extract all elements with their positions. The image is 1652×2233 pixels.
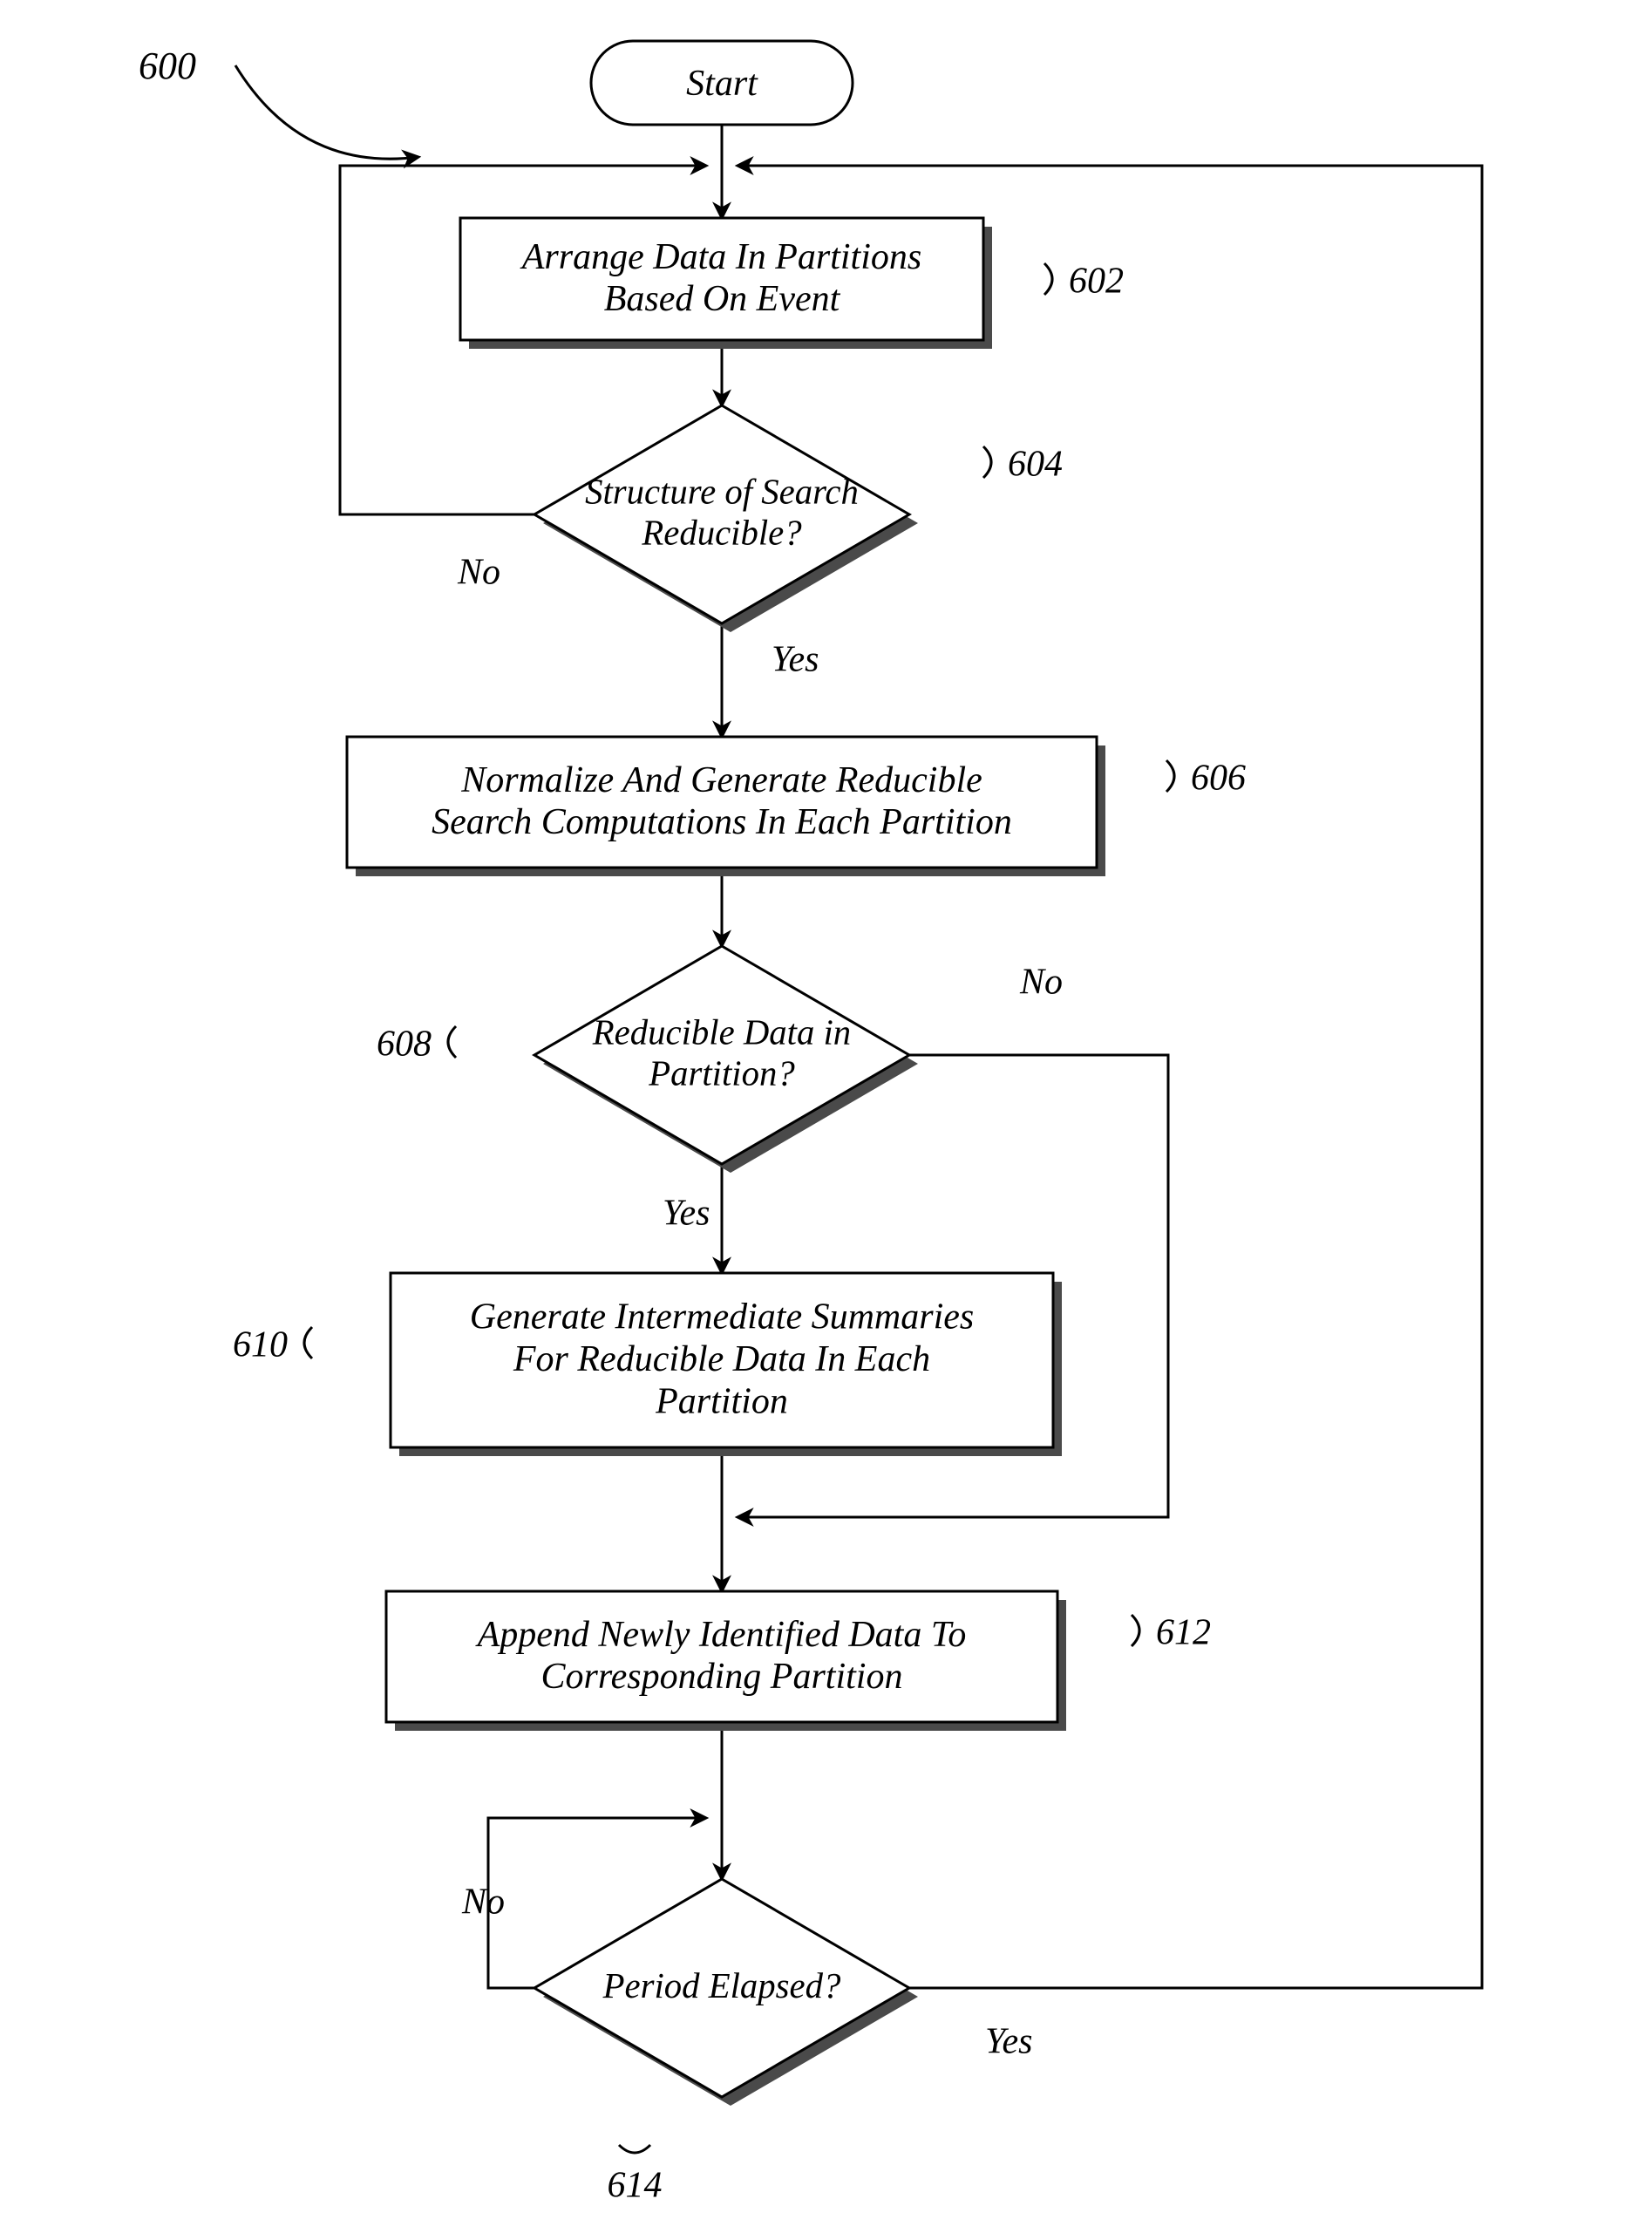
- ref-label: 612: [1132, 1613, 1211, 1653]
- nodes-layer: Start Arrange Data In PartitionsBased On …: [347, 41, 1105, 2106]
- svg-text:608: 608: [377, 1025, 432, 1065]
- node-n610: Generate Intermediate SummariesFor Reduc…: [391, 1273, 1062, 1456]
- edge-label-e3: Yes: [772, 640, 819, 680]
- figure-pointer: [235, 65, 418, 159]
- ref-label: 614: [608, 2145, 663, 2206]
- edge-label-e13: Yes: [985, 2022, 1033, 2062]
- svg-text:606: 606: [1191, 759, 1246, 799]
- svg-text:610: 610: [233, 1325, 288, 1365]
- node-n612: Append Newly Identified Data ToCorrespon…: [386, 1591, 1066, 1731]
- ref-label: 602: [1044, 262, 1124, 302]
- edge-label-e7: No: [1019, 963, 1063, 1003]
- edge-label-e6: Yes: [663, 1194, 710, 1234]
- node-text-start: Start: [686, 64, 758, 104]
- figure-label: 600: [139, 44, 196, 87]
- edge-label-e12: No: [461, 1882, 505, 1923]
- node-n614: Period Elapsed?: [534, 1879, 918, 2106]
- node-n606: Normalize And Generate ReducibleSearch C…: [347, 737, 1105, 876]
- node-text-n614: Period Elapsed?: [602, 1966, 841, 2005]
- node-n602: Arrange Data In PartitionsBased On Event: [460, 218, 992, 349]
- svg-text:612: 612: [1156, 1613, 1211, 1653]
- ref-label: 610: [233, 1325, 312, 1365]
- node-n608: Reducible Data inPartition?: [534, 946, 918, 1173]
- edge-label-e4: No: [457, 553, 500, 593]
- ref-label: 604: [983, 445, 1063, 485]
- node-n604: Structure of SearchReducible?: [534, 405, 918, 632]
- flowchart-canvas: Start Arrange Data In PartitionsBased On …: [0, 0, 1652, 2233]
- svg-text:614: 614: [608, 2166, 663, 2206]
- svg-text:604: 604: [1008, 445, 1063, 485]
- node-start: Start: [591, 41, 853, 125]
- svg-text:602: 602: [1069, 262, 1124, 302]
- ref-label: 608: [377, 1025, 456, 1065]
- ref-label: 606: [1166, 759, 1246, 799]
